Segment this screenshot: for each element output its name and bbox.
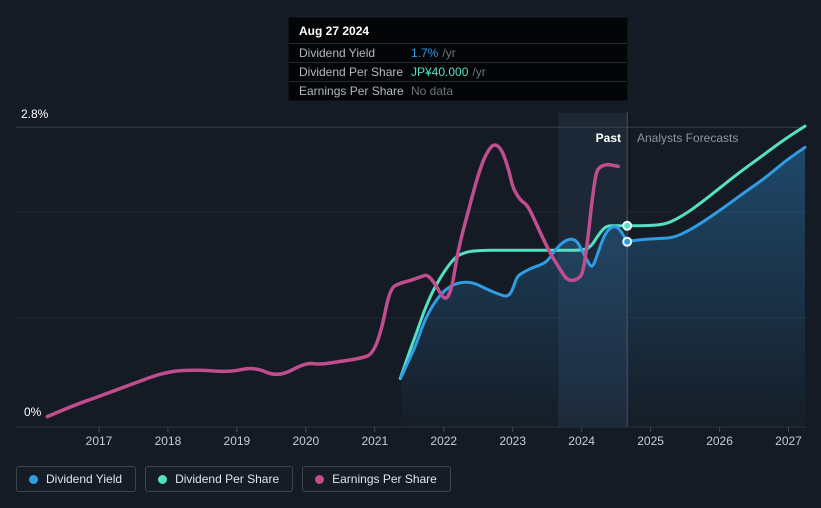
tooltip-row-label: Earnings Per Share bbox=[299, 84, 404, 98]
x-axis-year-label: 2025 bbox=[637, 434, 664, 448]
tooltip-row-unit: /yr bbox=[472, 65, 486, 79]
dividend-yield-area-fill bbox=[401, 147, 805, 428]
legend-label: Dividend Per Share bbox=[175, 472, 280, 486]
tooltip-row: Dividend Per Share JP¥40.000/yr bbox=[289, 62, 627, 81]
y-axis-top-label: 2.8% bbox=[21, 107, 49, 121]
x-axis-year-label: 2026 bbox=[706, 434, 733, 448]
x-axis-year-label: 2023 bbox=[499, 434, 527, 448]
legend-dot-icon bbox=[315, 474, 325, 484]
x-axis-year-label: 2018 bbox=[154, 434, 182, 448]
legend-toggle-earnings-per-share[interactable]: Earnings Per Share bbox=[302, 466, 451, 492]
x-axis-year-label: 2027 bbox=[775, 434, 802, 448]
legend-label: Earnings Per Share bbox=[332, 472, 437, 486]
chart-legend: Dividend Yield Dividend Per Share Earnings… bbox=[16, 466, 451, 492]
tooltip-row-label: Dividend Per Share bbox=[299, 65, 404, 79]
x-axis-year-label: 2017 bbox=[85, 434, 113, 448]
x-axis-year-label: 2021 bbox=[361, 434, 389, 448]
tooltip-row-value: 1.7% bbox=[411, 46, 439, 60]
tooltip-rows: Dividend Yield 1.7%/yr Dividend Per Share J… bbox=[289, 43, 627, 100]
legend-dot-icon bbox=[29, 474, 38, 484]
chart-tooltip: Aug 27 2024 Dividend Yield 1.7%/yr Dividen… bbox=[288, 17, 628, 101]
tooltip-row-unit: /yr bbox=[442, 46, 456, 60]
earnings-per-share-line bbox=[45, 143, 620, 419]
tooltip-date-title: Aug 27 2024 bbox=[299, 24, 370, 38]
tooltip-row: Earnings Per Share No data bbox=[289, 81, 627, 100]
dividend-yield-line bbox=[399, 145, 807, 379]
y-axis-zero-label: 0% bbox=[24, 405, 42, 419]
tooltip-row-label: Dividend Yield bbox=[299, 46, 376, 60]
dividend-yield-marker[interactable] bbox=[622, 236, 633, 247]
forecast-label: Analysts Forecasts bbox=[637, 131, 739, 145]
x-axis-year-label: 2019 bbox=[223, 434, 251, 448]
tooltip-row-value: JP¥40.000 bbox=[411, 65, 469, 79]
tooltip-row-value: No data bbox=[411, 84, 454, 98]
past-label: Past bbox=[595, 131, 621, 145]
x-axis-year-label: 2022 bbox=[430, 434, 458, 448]
legend-toggle-dividend-per-share[interactable]: Dividend Per Share bbox=[145, 466, 294, 492]
legend-label: Dividend Yield bbox=[46, 472, 123, 486]
legend-dot-icon bbox=[158, 474, 168, 484]
dividend-per-share-marker[interactable] bbox=[622, 220, 633, 231]
legend-toggle-dividend-yield[interactable]: Dividend Yield bbox=[16, 466, 137, 492]
x-axis-labels: 2017 2018 2019 2020 2021 2022 2023 2024 2025 2026… bbox=[0, 434, 821, 452]
tooltip-row: Dividend Yield 1.7%/yr bbox=[289, 43, 627, 62]
x-axis-year-label: 2024 bbox=[568, 434, 595, 448]
x-axis-year-label: 2020 bbox=[292, 434, 320, 448]
